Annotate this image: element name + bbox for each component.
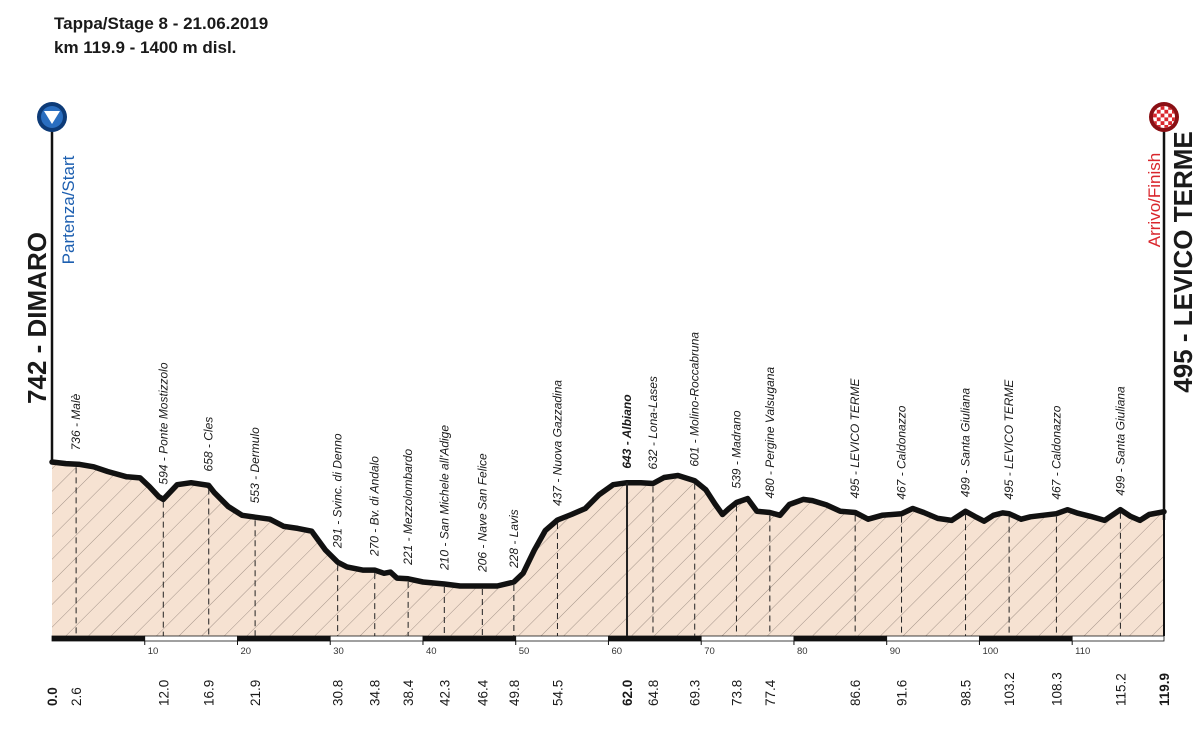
km-tick-label: 40 (426, 646, 437, 657)
marker-km-label: 42.3 (437, 680, 452, 706)
marker-km-label: 46.4 (475, 679, 490, 706)
km-tick-label: 90 (890, 646, 901, 657)
marker-km-label: 115.2 (1113, 673, 1128, 706)
distance-bar-segment (329, 635, 424, 642)
marker-km-label: 103.2 (1002, 672, 1017, 706)
marker-km-label: 62.0 (620, 680, 635, 706)
start-caption: Partenza/Start (59, 155, 78, 264)
marker-label: 221 - Mezzolombardo (401, 448, 415, 565)
marker-label: 467 - Caldonazzo (895, 405, 909, 499)
marker-label: 658 - Cles (202, 417, 216, 472)
profile-area-layer: 10 20 30 40 50 60 70 80 90 100 110 (49, 459, 1167, 657)
marker-km-label: 30.8 (331, 680, 346, 706)
distance-bar-segment (51, 635, 146, 642)
distance-bar-segment (237, 635, 331, 642)
km-tick-label: 80 (797, 646, 808, 657)
distance-bar-segment (886, 635, 980, 642)
marker-km-label: 2.6 (69, 687, 84, 706)
marker-km-label: 34.8 (368, 680, 383, 706)
marker-label: 495 - LEVICO TERME (848, 377, 862, 498)
marker-km-label: 98.5 (959, 680, 974, 706)
km-tick-label: 110 (1075, 646, 1090, 657)
marker-km-label: 69.3 (688, 680, 703, 706)
profile-area-hatch (52, 462, 1164, 636)
marker-label: 553 - Dermulo (248, 427, 262, 503)
stage-distance: km 119.9 - 1400 m disl. (54, 38, 237, 57)
marker-km-label: 86.6 (848, 680, 863, 706)
km-tick-label: 70 (704, 646, 715, 657)
checkered-flag-icon (1149, 102, 1179, 132)
stage-title: Tappa/Stage 8 - 21.06.2019 (54, 14, 269, 33)
marker-label: 594 - Ponte Mostizzolo (156, 362, 170, 484)
marker-label: 228 - Lavis (507, 509, 521, 569)
distance-bar-segment (700, 635, 795, 642)
distance-bar-segment (979, 635, 1073, 642)
marker-km-label: 108.3 (1049, 672, 1064, 706)
marker-label: 601 - Molino-Roccabruna (688, 332, 702, 467)
profile-line (49, 459, 1167, 589)
marker-label: 643 - Albiano (620, 394, 634, 468)
distance-bar-segment (144, 635, 238, 642)
marker-label: 437 - Nuova Gazzadina (550, 380, 564, 506)
marker-label: 495 - LEVICO TERME (1002, 379, 1016, 500)
marker-km-label: 49.8 (507, 680, 522, 706)
marker-km-label: 73.8 (729, 680, 744, 706)
marker-km-label: 54.5 (550, 680, 565, 706)
distance-bar-segment (515, 635, 609, 642)
marker-label: 736 - Malè (69, 393, 83, 450)
start-town-label: 742 - DIMARO (22, 232, 52, 404)
start-arrow-icon (37, 102, 67, 132)
distance-bar-segment (1071, 635, 1165, 642)
marker-label: 291 - Svinc. di Denno (331, 433, 345, 549)
km-tick-label: 60 (611, 646, 622, 657)
marker-label: 210 - San Michele all'Adige (437, 425, 451, 571)
finish-caption: Arrivo/Finish (1145, 153, 1164, 247)
marker-layer: 0.0 736 - Malè 2.6 594 - Ponte Mostizzolo 12… (45, 332, 1172, 706)
distance-bar-segment (422, 635, 517, 642)
km-tick-label: 100 (982, 646, 998, 657)
marker-km-label: 77.4 (763, 679, 778, 706)
marker-km-label: 16.9 (202, 680, 217, 706)
km-tick-label: 30 (333, 646, 344, 657)
marker-label: 539 - Madrano (729, 410, 743, 488)
distance-bar-segment (793, 635, 888, 642)
marker-km-label: 38.4 (401, 679, 416, 706)
marker-km-label: 91.6 (895, 680, 910, 706)
marker-label: 467 - Caldonazzo (1049, 405, 1063, 499)
stage-header: Tappa/Stage 8 - 21.06.2019 km 119.9 - 14… (54, 12, 268, 60)
marker-label: 499 - Santa Giuliana (959, 388, 973, 498)
distance-bar-segment (608, 635, 702, 642)
marker-label: 206 - Nave San Felice (475, 453, 489, 573)
marker-label: 480 - Pergine Valsugana (763, 366, 777, 498)
marker-km-label: 0.0 (45, 687, 60, 706)
marker-label: 499 - Santa Giuliana (1113, 386, 1127, 496)
km-tick-label: 10 (148, 646, 159, 657)
marker-label: 270 - Bv. di Andalo (368, 456, 382, 557)
marker-km-label: 64.8 (646, 680, 661, 706)
km-tick-label: 20 (240, 646, 251, 657)
marker-km-label: 119.9 (1157, 673, 1172, 706)
marker-label: 632 - Lona-Lases (646, 376, 660, 469)
km-tick-label: 50 (519, 646, 530, 657)
marker-km-label: 21.9 (248, 680, 263, 706)
finish-town-label: 495 - LEVICO TERME (1168, 131, 1198, 393)
marker-km-label: 12.0 (156, 680, 171, 706)
